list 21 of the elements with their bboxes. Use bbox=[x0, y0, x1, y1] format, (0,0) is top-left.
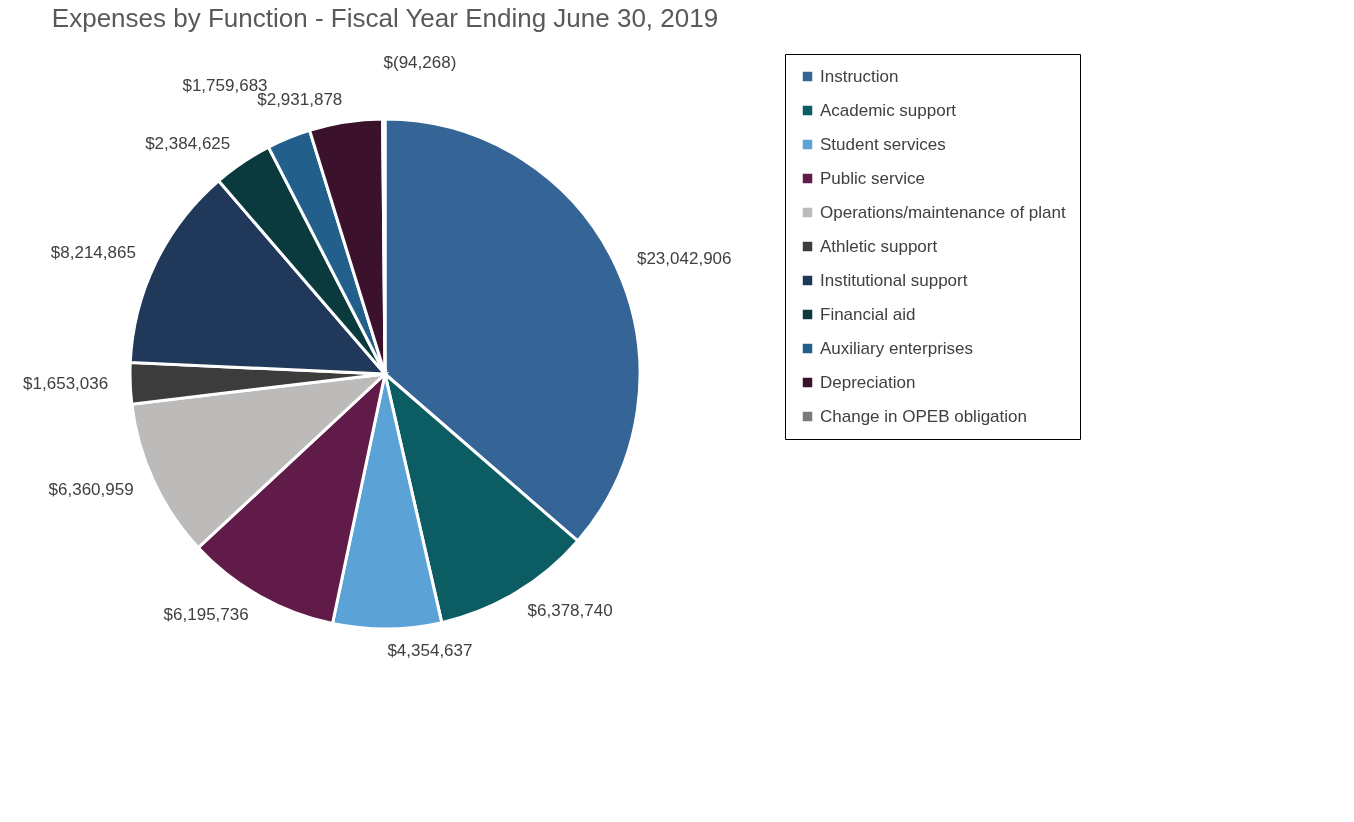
data-label: $4,354,637 bbox=[387, 640, 473, 660]
data-label: $6,195,736 bbox=[163, 605, 249, 625]
legend-label: Operations/maintenance of plant bbox=[820, 202, 1066, 222]
chart-title: Expenses by Function - Fiscal Year Ending June 30, 2019 bbox=[51, 2, 719, 33]
legend-label: Institutional support bbox=[820, 270, 968, 290]
legend-label: Change in OPEB obligation bbox=[820, 406, 1027, 426]
data-label: $8,214,865 bbox=[50, 242, 136, 262]
legend-label: Academic support bbox=[820, 100, 957, 120]
data-label: $6,378,740 bbox=[527, 601, 613, 621]
legend-label: Athletic support bbox=[820, 236, 938, 256]
legend-label: Student services bbox=[820, 134, 946, 154]
legend-label: Instruction bbox=[820, 66, 899, 86]
legend-label: Financial aid bbox=[820, 304, 916, 324]
data-label: $1,653,036 bbox=[23, 374, 109, 394]
data-label: $2,384,625 bbox=[145, 134, 231, 154]
data-label: $(94,268) bbox=[383, 53, 457, 72]
data-label: $6,360,959 bbox=[48, 480, 134, 500]
data-label: $23,042,906 bbox=[636, 248, 732, 268]
legend-label: Public service bbox=[820, 168, 925, 188]
legend-label: Depreciation bbox=[820, 372, 916, 392]
legend-label: Auxiliary enterprises bbox=[820, 338, 974, 358]
